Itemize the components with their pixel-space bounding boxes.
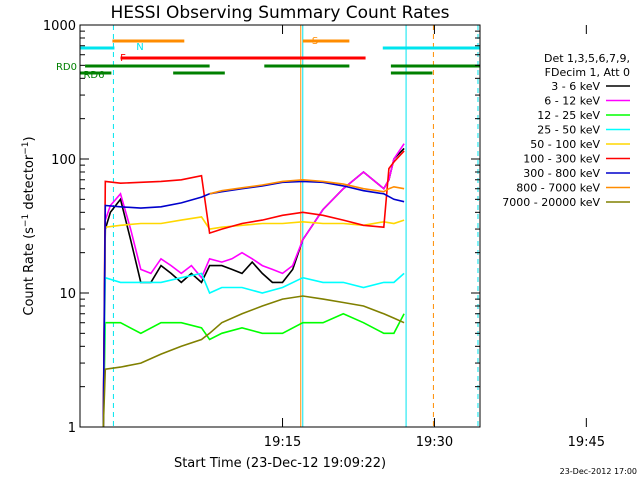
- x-tick-label-0: 19:15: [264, 435, 301, 450]
- footer-date: 23-Dec-2012 17:00: [560, 467, 637, 476]
- legend-item-label-8: 7000 - 20000 keV: [502, 196, 600, 209]
- y-tick-label-2: 100: [51, 153, 76, 168]
- chart-title: HESSI Observing Summary Count Rates: [110, 3, 449, 23]
- y-axis-label: Count Rate (s−1 detector−1): [21, 136, 37, 315]
- legend-item-label-5: 100 - 300 keV: [523, 153, 600, 166]
- y-tick-label-3: 1000: [43, 19, 76, 34]
- series-line-6: [102, 180, 405, 428]
- x-tick-label-2: 19:45: [568, 435, 605, 450]
- legend: Det 1,3,5,6,7,9, FDecim 1, Att 0 3 - 6 k…: [502, 52, 630, 209]
- legend-item-label-0: 3 - 6 keV: [551, 80, 600, 93]
- legend-item-label-7: 800 - 7000 keV: [516, 182, 600, 195]
- series-line-7: [209, 178, 405, 195]
- series-line-5: [102, 150, 405, 428]
- legend-item-label-4: 50 - 100 keV: [530, 138, 600, 151]
- series-lines: [102, 143, 405, 428]
- instrument-flags: S NF RD0 RD6: [56, 25, 480, 427]
- series-line-4: [102, 216, 405, 428]
- flag-saa-label: S: [312, 36, 318, 47]
- svg-text:Count Rate (s−1 detector−1): Count Rate (s−1 detector−1): [21, 136, 37, 315]
- axes: 110100100019:1519:3019:4520:0020:1520:30…: [43, 19, 605, 450]
- x-tick-label-1: 19:30: [416, 435, 453, 450]
- plot-frame: [79, 24, 481, 428]
- legend-item-label-2: 12 - 25 keV: [537, 109, 600, 122]
- legend-item-label-1: 6 - 12 keV: [544, 95, 600, 108]
- series-line-1: [102, 143, 405, 428]
- flag-rd6-label: RD6: [83, 70, 104, 81]
- flag-rd0-label: RD0: [56, 62, 77, 73]
- legend-item-label-6: 300 - 800 keV: [523, 167, 600, 180]
- series-line-2: [102, 312, 405, 428]
- legend-header-1: Det 1,3,5,6,7,9,: [544, 52, 630, 65]
- y-tick-label-0: 1: [68, 421, 76, 436]
- legend-header-2: FDecim 1, Att 0: [545, 66, 630, 79]
- flag-flare-label: F: [120, 53, 126, 64]
- series-line-3: [102, 272, 405, 428]
- legend-item-label-3: 25 - 50 keV: [537, 124, 600, 137]
- y-tick-label-1: 10: [59, 287, 76, 302]
- series-line-8: [102, 295, 405, 428]
- x-axis-label: Start Time (23-Dec-12 19:09:22): [174, 456, 386, 471]
- flag-night-label: N: [136, 42, 143, 53]
